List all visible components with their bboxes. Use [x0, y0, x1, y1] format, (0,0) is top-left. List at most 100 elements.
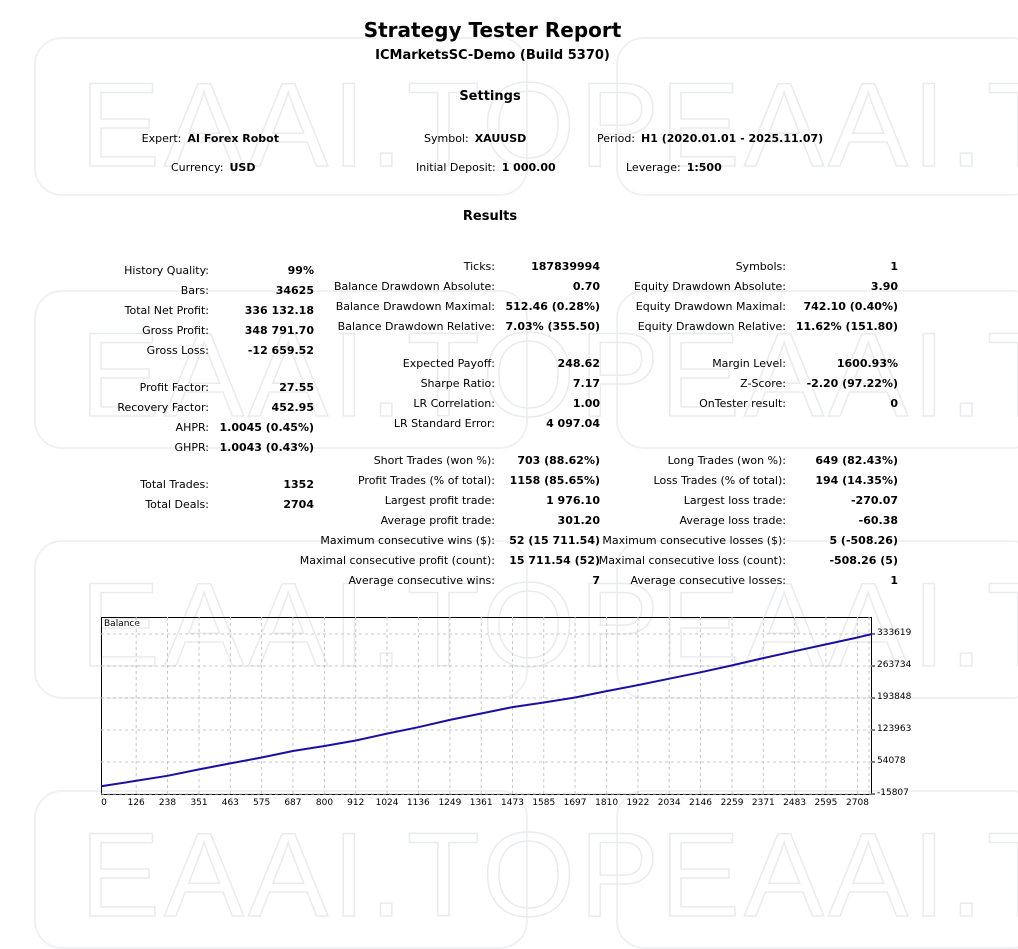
y-tick-label: 123963	[877, 724, 912, 734]
x-tick-label: 1697	[563, 798, 587, 808]
result-label: Ticks:	[463, 260, 495, 273]
result-row: Balance Drawdown Absolute: 0.70	[0, 277, 1018, 297]
result-row: Maximum consecutive losses ($): 5 (-508.2…	[0, 531, 1018, 551]
result-value: 742.10 (0.40%)	[803, 300, 899, 313]
result-value: 1600.93%	[836, 357, 898, 370]
x-tick-label: 1361	[469, 798, 493, 808]
result-value: 1	[890, 574, 898, 587]
result-row: Gross Profit: 348 791.70	[0, 321, 1018, 341]
watermark-text: EAAI.TOP	[659, 58, 1018, 192]
deposit-value: 1 000.00	[501, 161, 556, 174]
x-tick-label: 0	[101, 798, 107, 808]
result-row: Expected Payoff: 248.62	[0, 354, 1018, 374]
x-tick-label: 2034	[657, 798, 681, 808]
y-tick-label: -15807	[877, 788, 909, 798]
result-row: Equity Drawdown Absolute: 3.90	[0, 277, 1018, 297]
x-tick-label: 238	[158, 798, 177, 808]
result-value: -60.38	[858, 514, 898, 527]
result-label: Expected Payoff:	[402, 357, 495, 370]
result-value: 187839994	[531, 260, 600, 273]
result-row: Gross Loss: -12 659.52	[0, 341, 1018, 361]
deposit-field: Initial Deposit: 1 000.00	[416, 161, 556, 174]
period-value: H1 (2020.01.01 - 2025.11.07)	[641, 132, 824, 145]
result-row: Largest loss trade: -270.07	[0, 491, 1018, 511]
result-value: 5 (-508.26)	[829, 534, 898, 547]
result-label: Equity Drawdown Maximal:	[635, 300, 786, 313]
result-value: 512.46 (0.28%)	[505, 300, 601, 313]
x-tick-label: 1249	[438, 798, 462, 808]
report-subtitle: ICMarketsSC-Demo (Build 5370)	[375, 48, 610, 63]
result-row: Long Trades (won %): 649 (82.43%)	[0, 451, 1018, 471]
watermark-text: EAAI.TOP	[79, 308, 664, 442]
result-value: -12 659.52	[247, 344, 314, 357]
result-label: LR Correlation:	[413, 397, 495, 410]
result-label: Total Net Profit:	[124, 304, 209, 317]
deposit-label: Initial Deposit:	[416, 161, 496, 174]
result-row: Equity Drawdown Maximal: 742.10 (0.40%)	[0, 297, 1018, 317]
result-label: Sharpe Ratio:	[420, 377, 495, 390]
result-label: Balance Drawdown Maximal:	[335, 300, 495, 313]
x-tick-label: 351	[190, 798, 208, 808]
result-row: Average consecutive losses: 1	[0, 571, 1018, 591]
result-value: -508.26 (5)	[829, 554, 898, 567]
watermark-text: EAAI.TOP	[659, 308, 1018, 442]
x-tick-label: 2371	[751, 798, 775, 808]
result-row: Margin Level: 1600.93%	[0, 354, 1018, 374]
result-label: Largest loss trade:	[683, 494, 786, 507]
result-row: Sharpe Ratio: 7.17	[0, 374, 1018, 394]
result-label: Largest profit trade:	[384, 494, 495, 507]
result-value: 7	[592, 574, 600, 587]
result-value: 99%	[287, 264, 314, 277]
expert-field: Expert: AI Forex Robot	[142, 132, 279, 145]
x-tick-label: 2483	[783, 798, 807, 808]
result-row: Total Trades: 1352	[0, 475, 1018, 495]
result-label: Equity Drawdown Absolute:	[634, 280, 786, 293]
result-label: LR Standard Error:	[393, 417, 495, 430]
result-label: Equity Drawdown Relative:	[637, 320, 786, 333]
x-tick-label: 800	[315, 798, 334, 808]
x-tick-label: 912	[347, 798, 365, 808]
period-label: Period:	[597, 132, 636, 145]
result-label: Average loss trade:	[679, 514, 786, 527]
x-tick-label: 463	[221, 798, 239, 808]
result-value: 1	[890, 260, 898, 273]
result-value: 34625	[275, 284, 314, 297]
result-row: Profit Trades (% of total): 1158 (85.65%)	[0, 471, 1018, 491]
result-value: 7.17	[572, 377, 600, 390]
result-label: Short Trades (won %):	[373, 454, 495, 467]
result-row: Equity Drawdown Relative: 11.62% (151.80)	[0, 317, 1018, 337]
results-heading: Results	[462, 209, 518, 224]
result-label: History Quality:	[124, 264, 209, 277]
result-value: -270.07	[850, 494, 898, 507]
x-tick-label: 1922	[626, 798, 650, 808]
x-tick-label: 1810	[595, 798, 619, 808]
result-label: Average profit trade:	[380, 514, 495, 527]
result-row: Maximal consecutive loss (count): -508.26…	[0, 551, 1018, 571]
result-label: Gross Profit:	[142, 324, 209, 337]
result-row: LR Correlation: 1.00	[0, 394, 1018, 414]
result-row: Largest profit trade: 1 976.10	[0, 491, 1018, 511]
currency-field: Currency: USD	[171, 161, 255, 174]
balance-chart-plot	[100, 617, 875, 795]
result-label: Average consecutive losses:	[630, 574, 786, 587]
result-value: 301.20	[557, 514, 600, 527]
result-row: Average consecutive wins: 7	[0, 571, 1018, 591]
leverage-label: Leverage:	[626, 161, 681, 174]
expert-value: AI Forex Robot	[187, 132, 279, 145]
result-row: Balance Drawdown Maximal: 512.46 (0.28%)	[0, 297, 1018, 317]
result-value: 336 132.18	[244, 304, 314, 317]
result-value: 27.55	[279, 381, 314, 394]
result-value: 194 (14.35%)	[815, 474, 898, 487]
result-row: Total Deals: 2704	[0, 495, 1018, 515]
result-row: Bars: 34625	[0, 281, 1018, 301]
result-label: Symbols:	[735, 260, 786, 273]
watermark-frame	[616, 290, 1018, 449]
result-value: 11.62% (151.80)	[795, 320, 898, 333]
x-tick-label: 575	[253, 798, 271, 808]
result-row: Maximum consecutive wins ($): 52 (15 711.…	[0, 531, 1018, 551]
result-label: Average consecutive wins:	[348, 574, 495, 587]
result-label: AHPR:	[175, 421, 209, 434]
result-label: Maximum consecutive losses ($):	[602, 534, 786, 547]
result-value: 1 976.10	[546, 494, 600, 507]
result-label: Margin Level:	[712, 357, 786, 370]
